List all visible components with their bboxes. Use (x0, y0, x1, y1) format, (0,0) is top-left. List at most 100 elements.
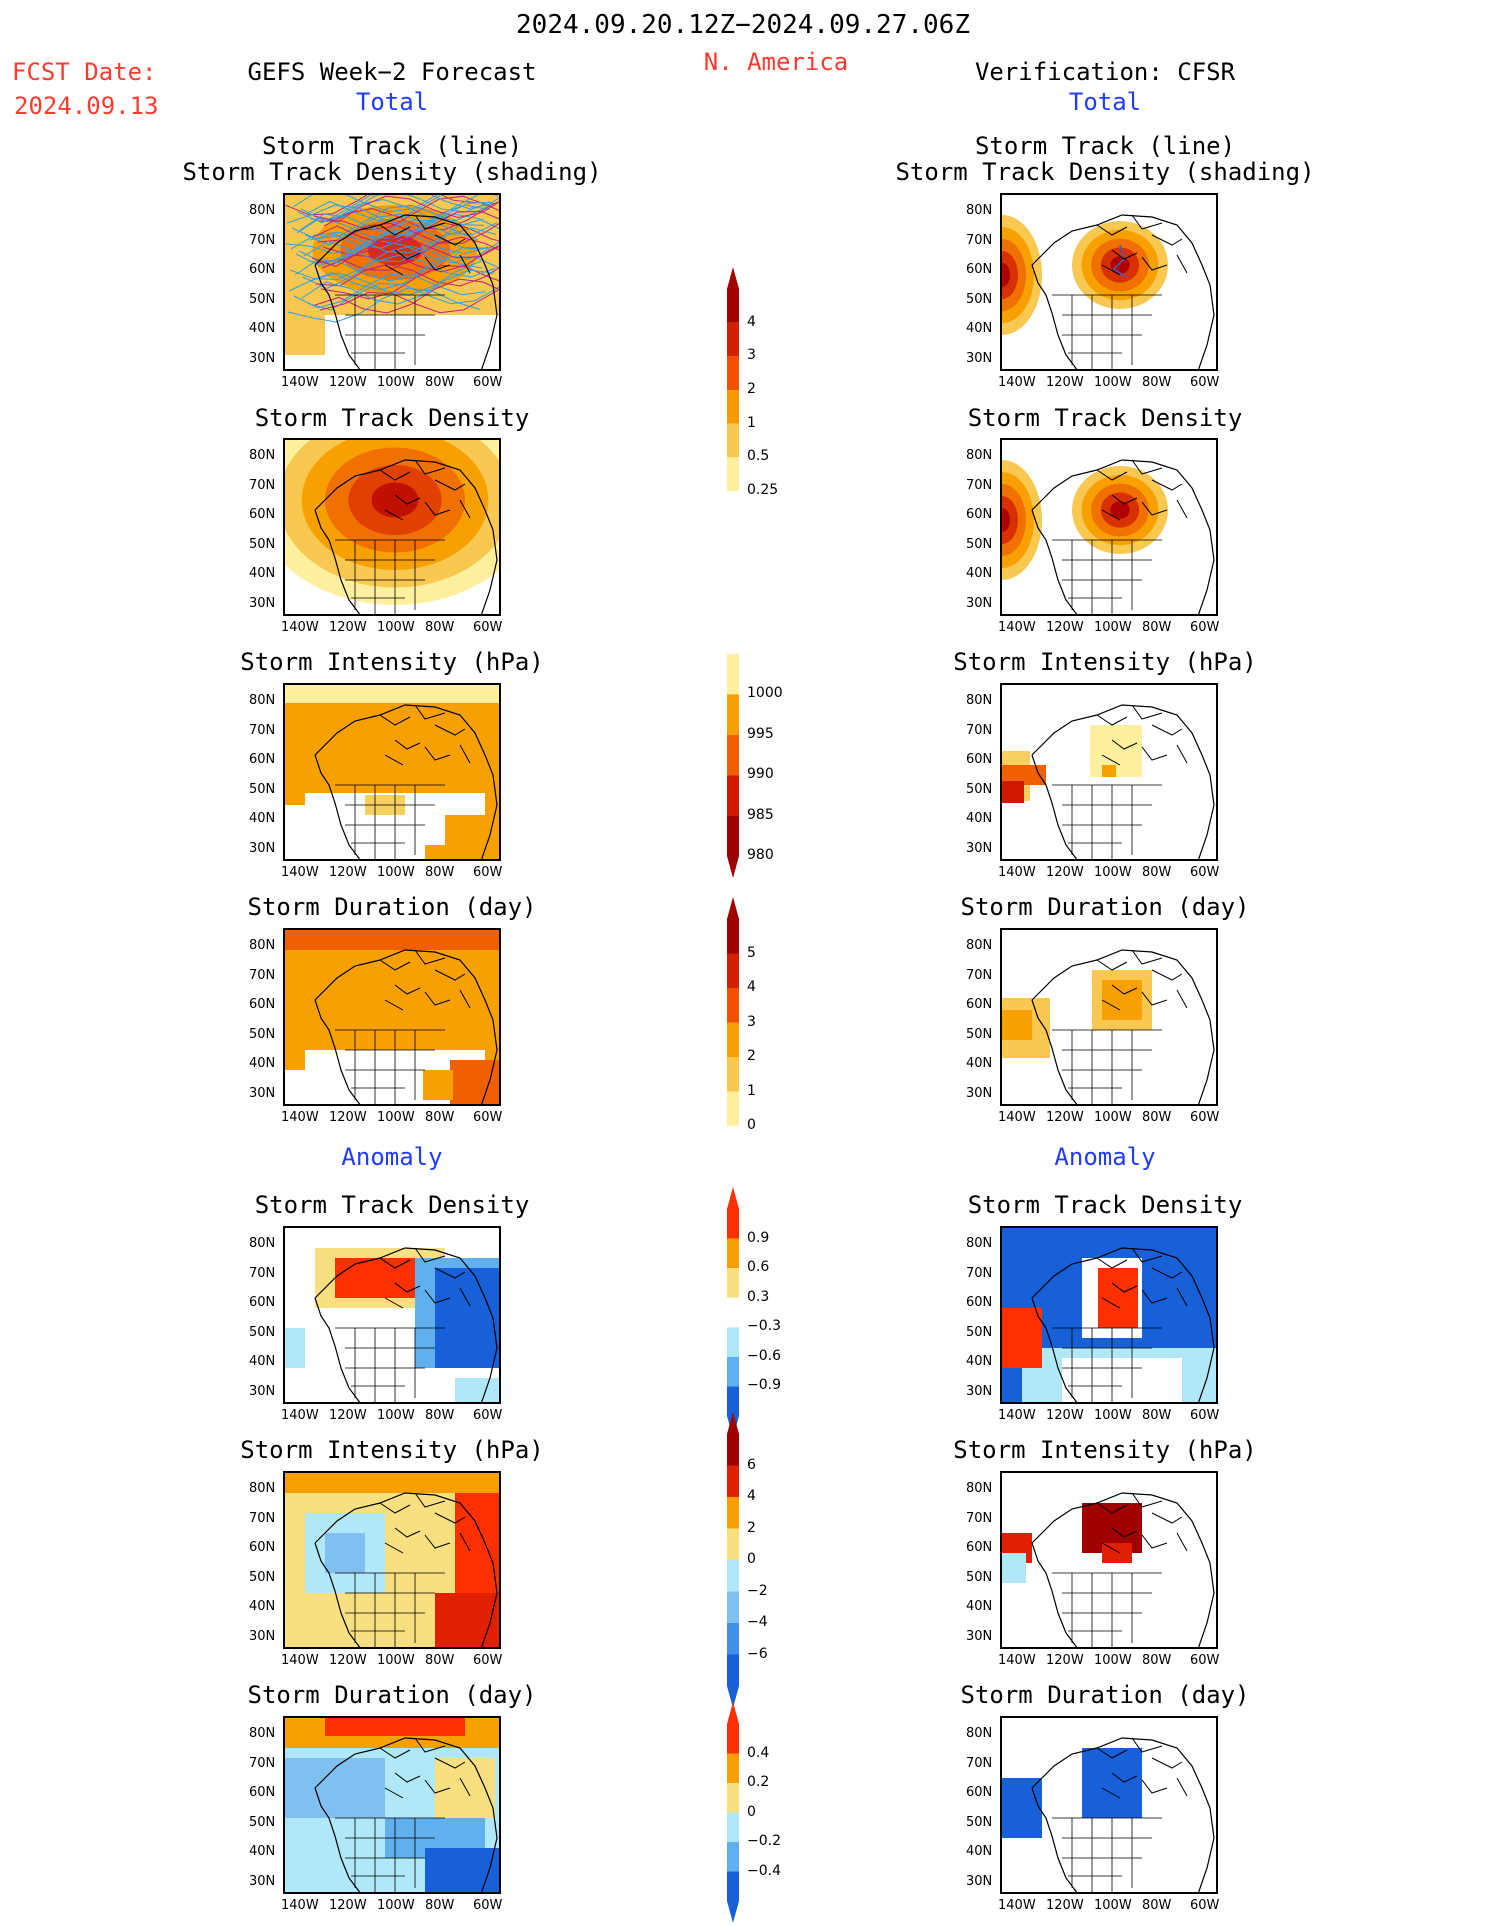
lon-label: 140W (998, 375, 1036, 390)
lat-label: 60N (966, 262, 993, 277)
shading-cell (325, 1533, 365, 1573)
coastline (1031, 1492, 1215, 1647)
shading-region (1110, 501, 1130, 519)
lat-label: 30N (249, 1628, 276, 1644)
lat-label: 60N (966, 1785, 993, 1800)
lat-label: 70N (249, 967, 276, 983)
lat-label: 40N (249, 811, 276, 826)
storm-track-line (291, 204, 485, 240)
colorbar-label: 4 (747, 979, 756, 995)
arctic-islands (379, 1492, 471, 1554)
shading-cell (455, 1378, 499, 1402)
colorbar-label: 0.3 (747, 1288, 770, 1305)
lat-label: 70N (966, 722, 993, 738)
arctic-islands (1096, 214, 1188, 276)
map-canvas (1002, 1492, 1215, 1647)
colorbar-swatch (727, 1434, 739, 1466)
shading-cell (423, 1070, 453, 1100)
storm-track-line (289, 245, 483, 280)
verification-title: Verification: CFSR (974, 58, 1236, 86)
coastline (1031, 754, 1078, 859)
lat-label: 40N (249, 1844, 276, 1859)
storm-track-line (285, 219, 479, 255)
map-panel-verification-danom (1000, 1226, 1218, 1404)
shading-cell (285, 315, 325, 355)
colorbar-label: −0.4 (747, 1862, 781, 1879)
colorbar-duration_anom (727, 1702, 739, 1923)
lat-label: 40N (249, 321, 276, 336)
colorbar-swatch (727, 1327, 739, 1357)
colorbar-swatch (727, 919, 739, 954)
lat-label: 80N (966, 1236, 993, 1251)
arctic-islands (1096, 1492, 1188, 1554)
lat-label: 30N (249, 840, 276, 856)
colorbar-label: 0.2 (747, 1774, 770, 1790)
lat-label: 60N (249, 1295, 276, 1310)
lon-label: 120W (1046, 620, 1084, 635)
lon-label: 140W (281, 1408, 319, 1423)
lon-label: 140W (998, 1110, 1036, 1125)
lat-label: 30N (966, 1873, 993, 1889)
lon-label: 140W (998, 1898, 1036, 1913)
map-panel-forecast-duranom (283, 1716, 501, 1894)
shading-cell (1002, 765, 1046, 785)
lat-label: 30N (966, 1085, 993, 1101)
lat-label: 50N (966, 1026, 993, 1042)
lon-label: 100W (1094, 1110, 1132, 1125)
colorbar-swatch (727, 734, 739, 776)
lon-label: 140W (281, 1653, 319, 1668)
map-canvas (285, 195, 499, 369)
lon-label: 100W (377, 1653, 415, 1668)
colorbar-label: 985 (747, 806, 774, 823)
lat-label: 50N (966, 1569, 993, 1585)
colorbar-label: 0.25 (747, 482, 779, 498)
lat-label: 50N (966, 1814, 993, 1830)
colorbar-arrow-bottom (727, 856, 739, 878)
forecast-title: GEFS Week−2 Forecast (247, 58, 537, 86)
lon-label: 140W (281, 865, 319, 880)
lon-label: 100W (377, 620, 415, 635)
lat-label: 70N (966, 1265, 993, 1281)
colorbar-swatch (727, 1724, 739, 1754)
storm-track-line (292, 195, 438, 213)
colorbar-label: 1 (747, 1082, 756, 1099)
state-boundaries (1052, 294, 1162, 369)
colorbar-label: 6 (747, 1456, 756, 1473)
coastline (1031, 1787, 1078, 1892)
storm-track-line (290, 218, 484, 253)
arctic-islands (1096, 459, 1188, 521)
shading-cell (285, 703, 499, 793)
lon-label: 80W (425, 375, 455, 390)
lat-label: 60N (249, 997, 276, 1012)
storm-track-line (287, 287, 481, 323)
lat-label: 80N (966, 1726, 993, 1741)
storm-track-line (311, 237, 499, 267)
colorbar-swatch (727, 1238, 739, 1269)
coastline (314, 264, 361, 369)
lat-label: 30N (966, 1383, 993, 1399)
colorbar-swatch (727, 1812, 739, 1842)
storm-track-line (1112, 244, 1127, 278)
colorbar-swatch (727, 988, 739, 1023)
colorbar-label: −0.2 (747, 1833, 781, 1849)
coastline (314, 459, 498, 614)
lat-label: 70N (249, 477, 276, 493)
panel-title-track-shading-left: Storm Track Density (shading) (182, 158, 602, 186)
lon-label: 100W (377, 1110, 415, 1125)
lon-label: 120W (329, 865, 367, 880)
map-panel-forecast-density (283, 438, 501, 616)
colorbar-density_total (727, 267, 739, 491)
panel-title-duration-right: Storm Duration (day) (960, 893, 1250, 921)
shading-cell (425, 845, 455, 859)
shading-region (1002, 263, 1010, 287)
storm-track-line (285, 195, 478, 216)
colorbar-label: 980 (747, 847, 774, 863)
state-boundaries (335, 1327, 445, 1402)
map-panel-verification-density (1000, 438, 1218, 616)
arctic-islands (1096, 704, 1188, 766)
arctic-islands (379, 704, 471, 766)
map-canvas (285, 1473, 499, 1647)
lon-label: 140W (281, 620, 319, 635)
lon-label: 100W (1094, 620, 1132, 635)
colorbar-label: 2 (747, 381, 756, 397)
